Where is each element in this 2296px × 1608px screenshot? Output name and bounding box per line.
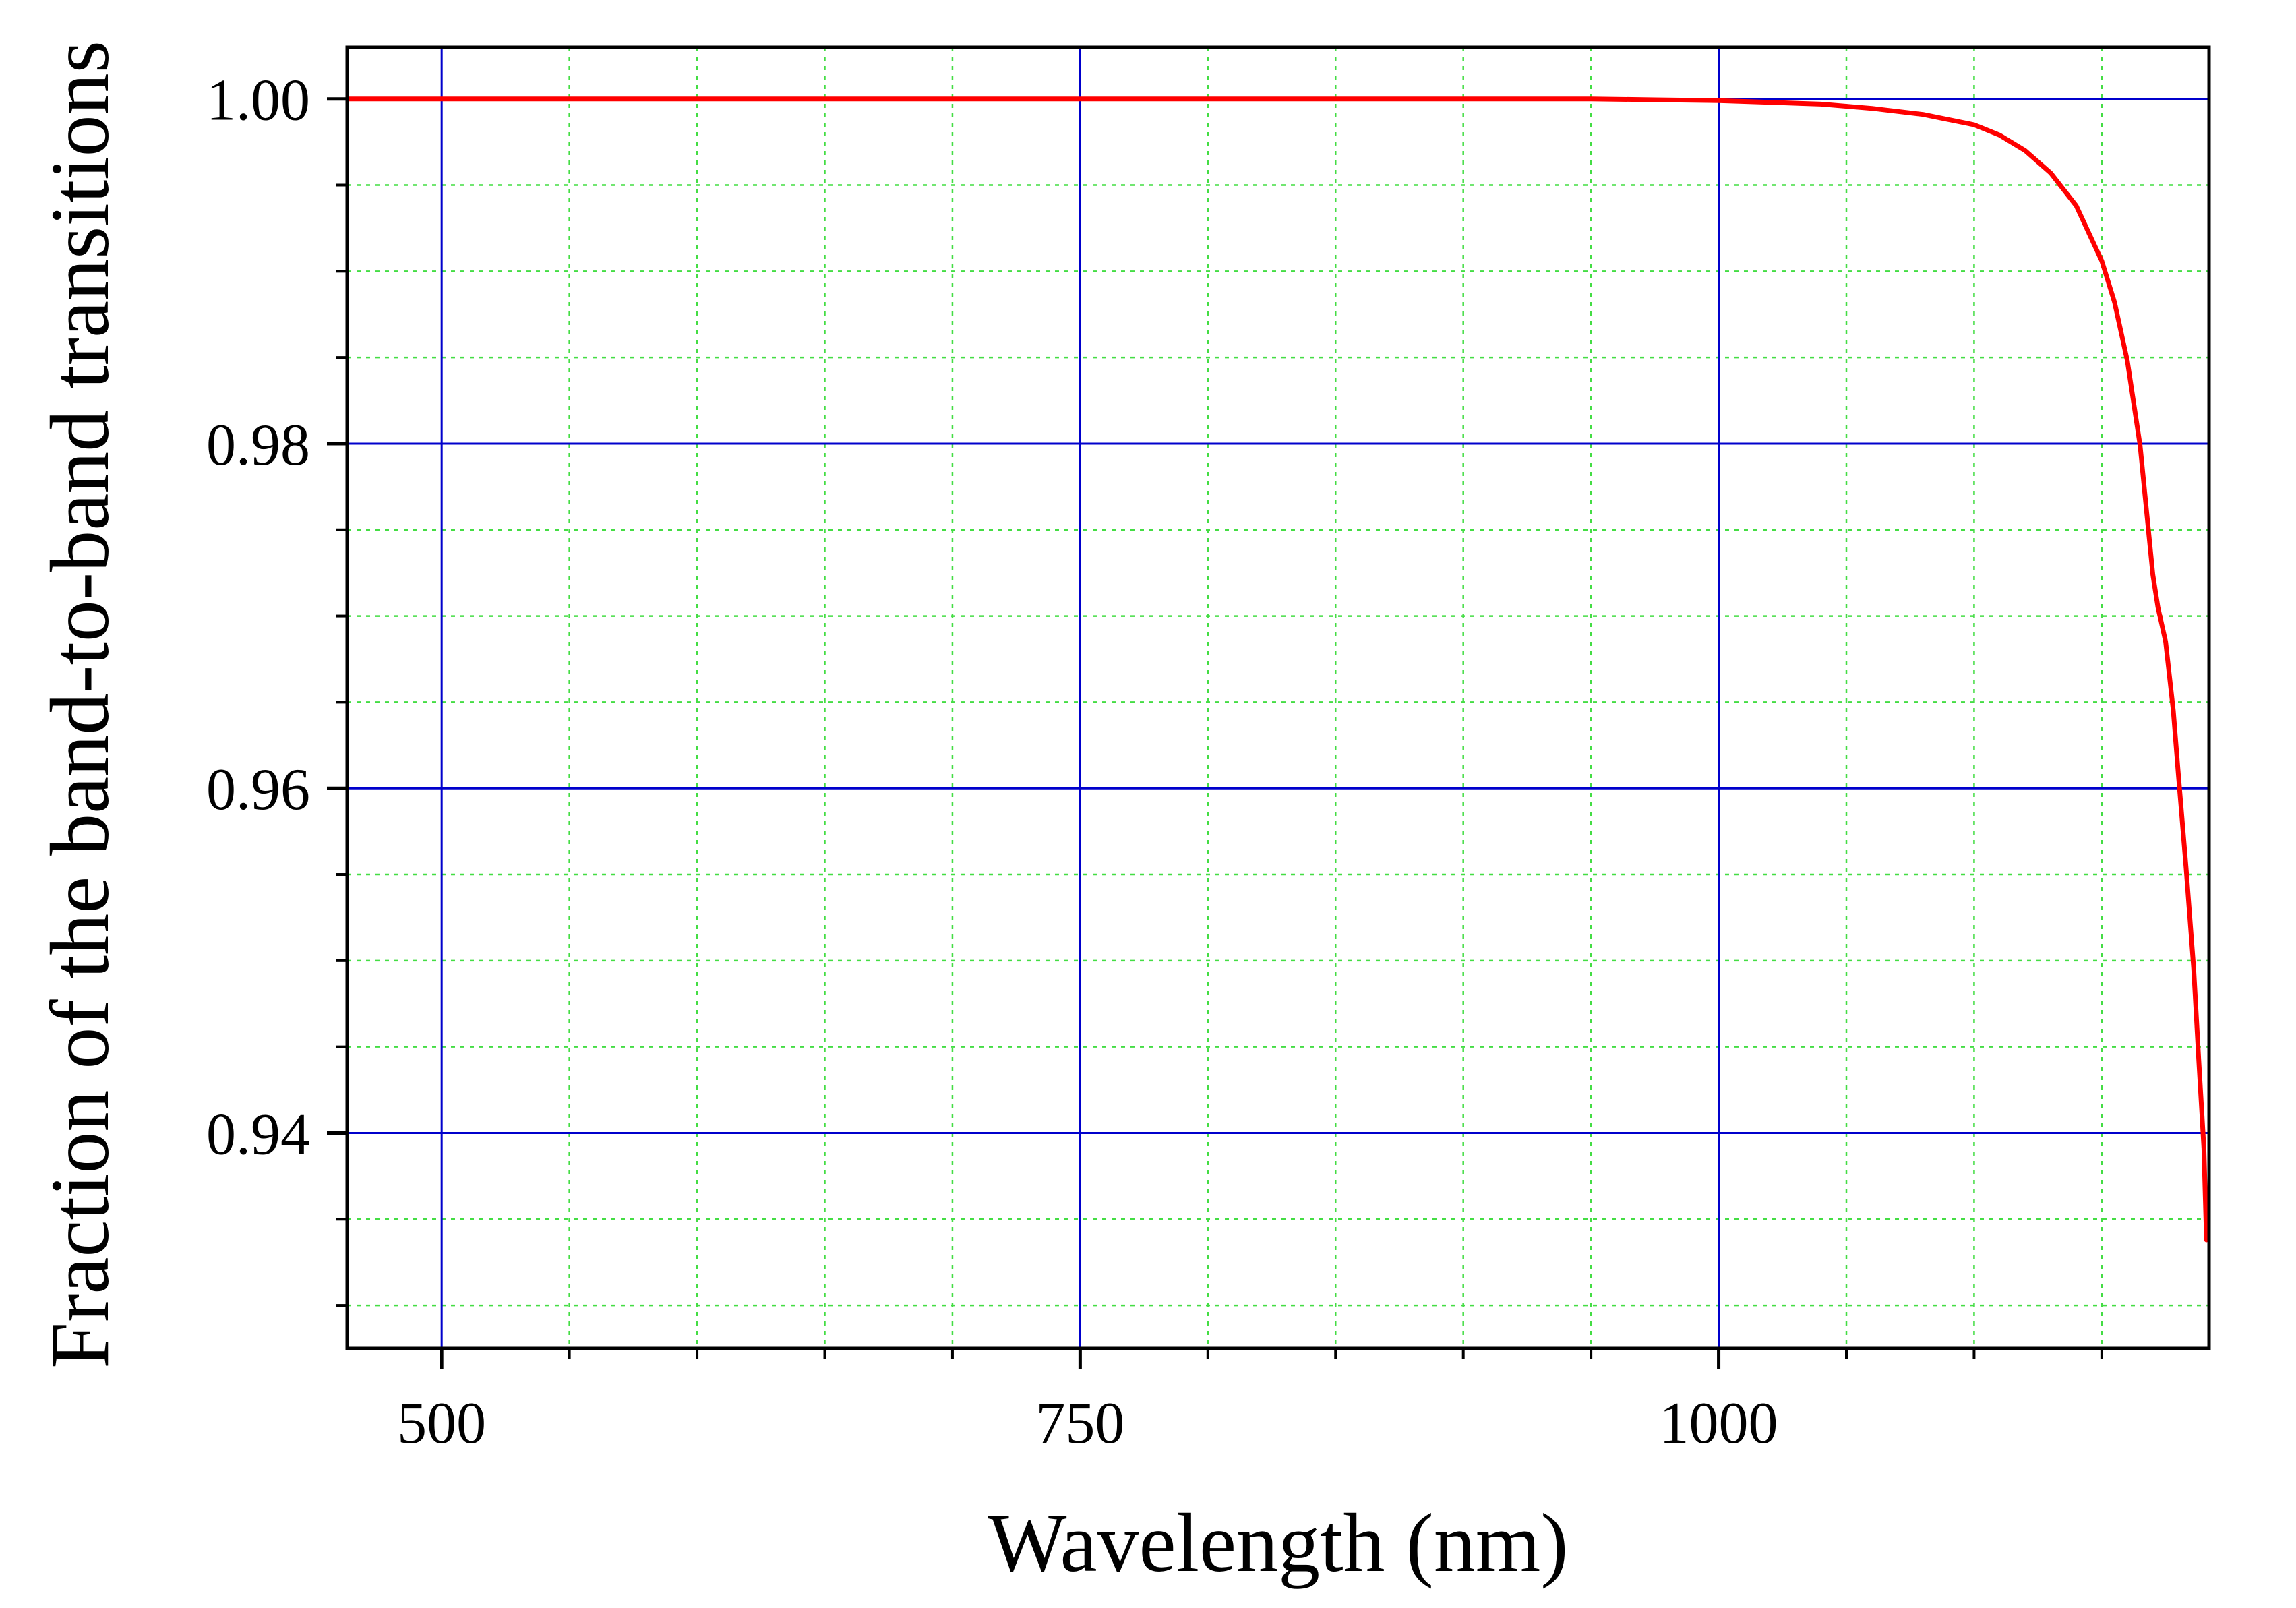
- x-axis-title: Wavelength (nm): [988, 1497, 1568, 1589]
- series-layer: [344, 96, 2209, 1243]
- x-tick-label: 1000: [1660, 1391, 1778, 1456]
- x-tick-label: 500: [397, 1391, 486, 1456]
- y-tick-label: 1.00: [206, 68, 310, 133]
- minor-gridlines: [347, 47, 2209, 1348]
- axis-ticks: [327, 97, 2103, 1369]
- axis-tick-labels: 500 750 1000 0.94 0.96 0.98 1.00: [206, 68, 1778, 1456]
- y-tick-label: 0.96: [206, 757, 310, 823]
- major-gridlines: [347, 47, 2209, 1348]
- series-line-1: [344, 96, 2209, 1243]
- x-tick-label: 750: [1035, 1391, 1124, 1456]
- plot-area-frame: [345, 45, 2211, 1350]
- y-axis-title: Fraction of the band-to-band transitions: [34, 40, 126, 1369]
- y-tick-label: 0.98: [206, 413, 310, 478]
- y-tick-label: 0.94: [206, 1102, 310, 1167]
